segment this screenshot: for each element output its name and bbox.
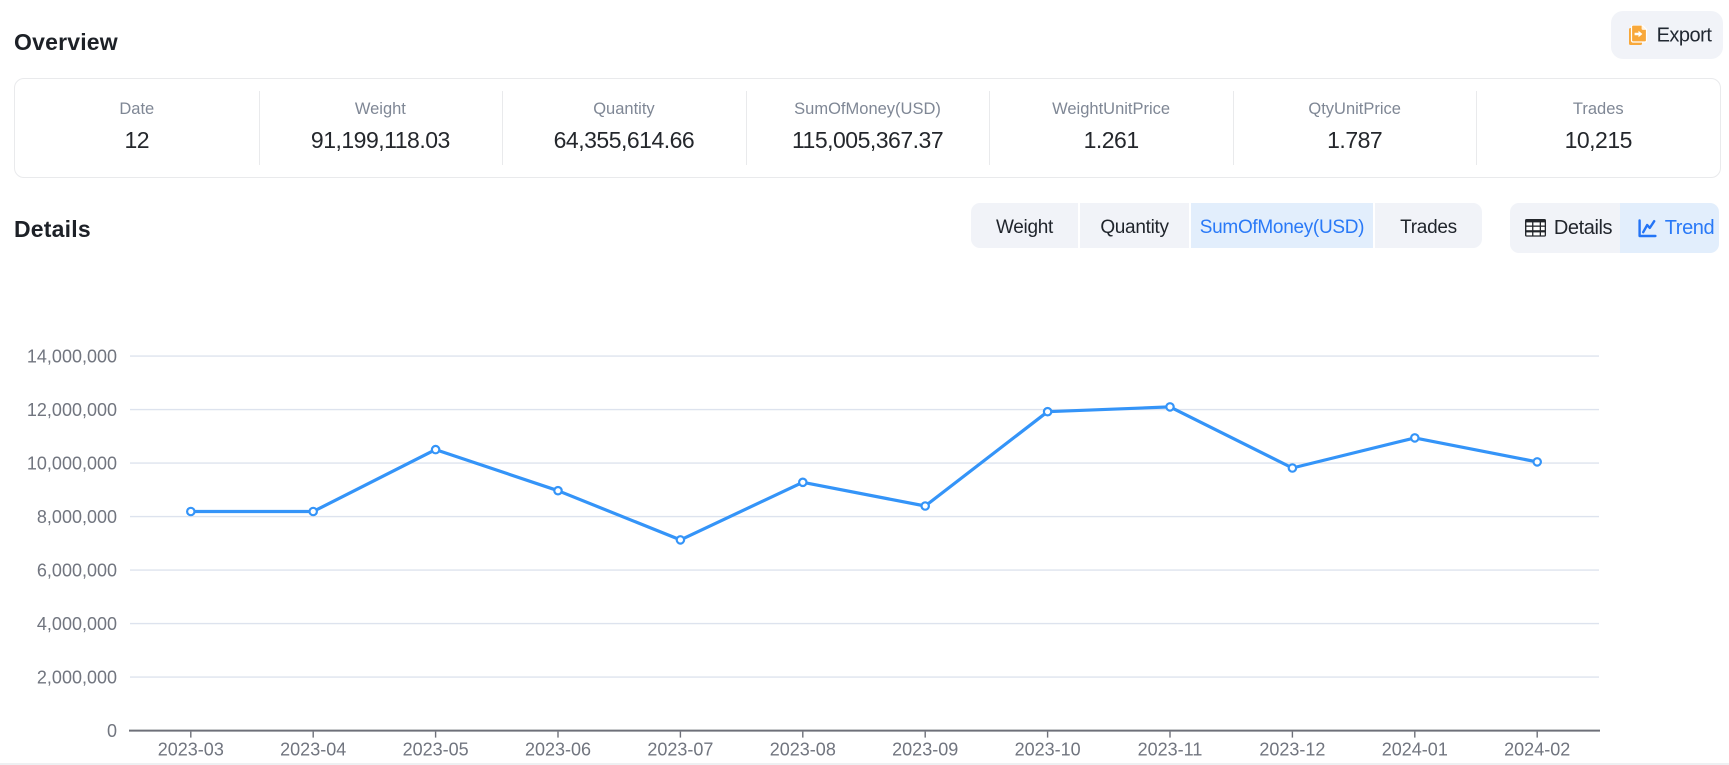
svg-text:2024-01: 2024-01: [1382, 740, 1448, 760]
svg-text:2023-06: 2023-06: [525, 740, 591, 760]
svg-text:4,000,000: 4,000,000: [37, 614, 117, 634]
svg-text:2023-07: 2023-07: [647, 740, 713, 760]
svg-text:12,000,000: 12,000,000: [27, 400, 117, 420]
svg-text:2024-02: 2024-02: [1504, 740, 1570, 760]
svg-text:8,000,000: 8,000,000: [37, 507, 117, 527]
svg-text:2023-03: 2023-03: [158, 740, 224, 760]
svg-text:2023-04: 2023-04: [280, 740, 346, 760]
svg-text:2,000,000: 2,000,000: [37, 667, 117, 687]
svg-text:2023-12: 2023-12: [1259, 740, 1325, 760]
svg-text:2023-11: 2023-11: [1138, 740, 1203, 760]
svg-text:2023-10: 2023-10: [1015, 740, 1081, 760]
svg-text:0: 0: [107, 721, 117, 741]
svg-text:2023-09: 2023-09: [892, 740, 958, 760]
svg-text:10,000,000: 10,000,000: [27, 453, 117, 473]
svg-text:14,000,000: 14,000,000: [27, 346, 117, 366]
svg-text:2023-05: 2023-05: [403, 740, 469, 760]
svg-text:6,000,000: 6,000,000: [37, 560, 117, 580]
svg-text:2023-08: 2023-08: [770, 740, 836, 760]
